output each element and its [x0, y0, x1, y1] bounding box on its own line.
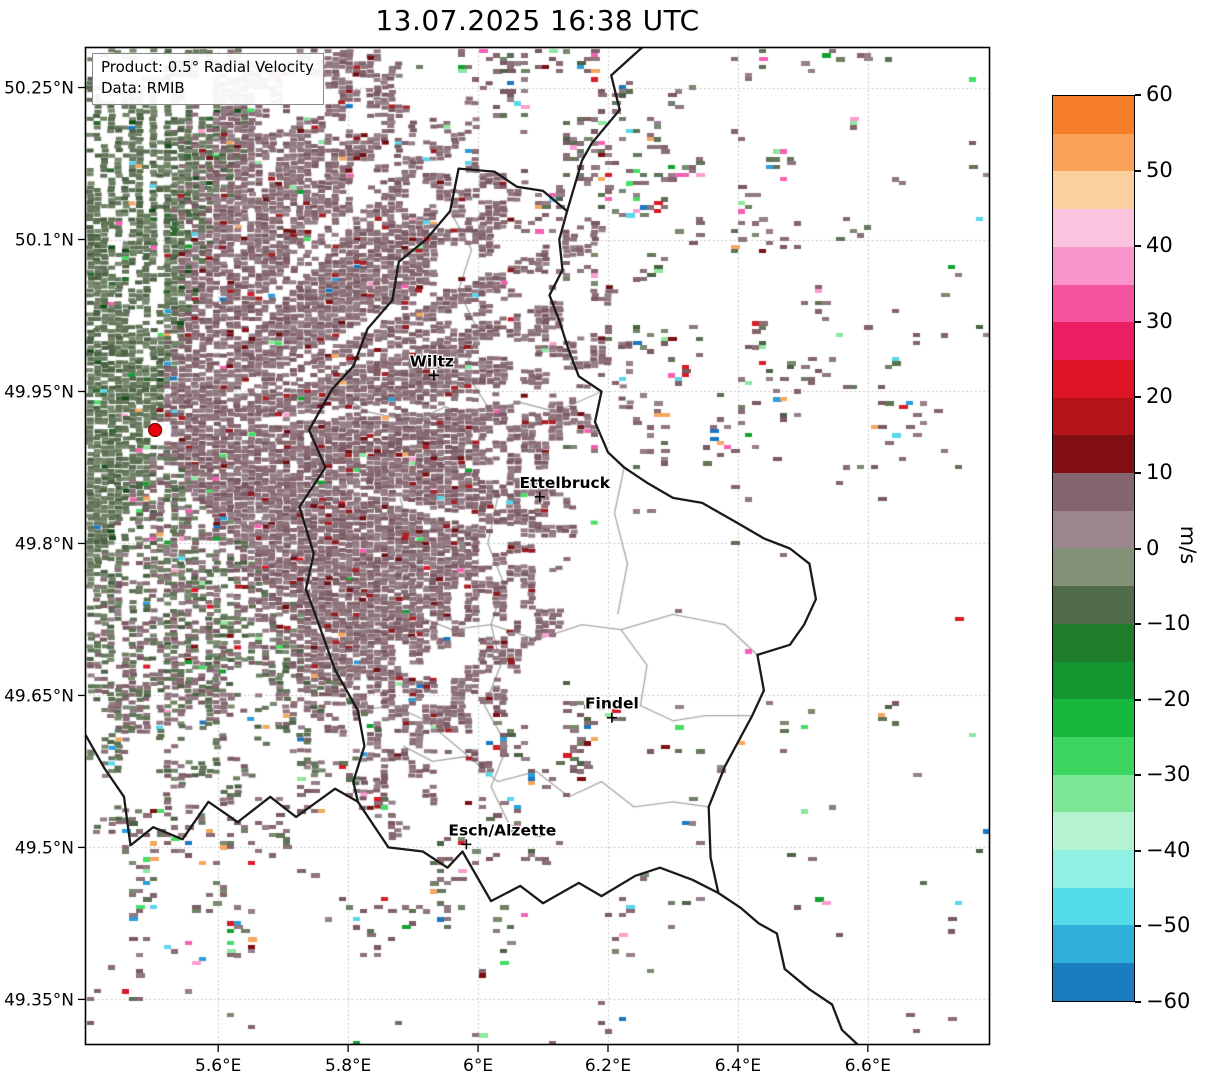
x-tick-label: 6.6°E: [845, 1056, 891, 1076]
y-tick-label: 49.5°N: [15, 838, 74, 858]
y-tick-label: 49.65°N: [4, 686, 74, 706]
colorbar: [1052, 95, 1135, 1002]
colorbar-band: [1053, 359, 1134, 398]
figure-title: 13.07.2025 16:38 UTC: [375, 4, 700, 37]
colorbar-band: [1053, 473, 1134, 511]
x-tick-label: 6.4°E: [715, 1056, 761, 1076]
colorbar-tick-label: 0: [1146, 535, 1160, 560]
colorbar-tick-label: 20: [1146, 384, 1173, 409]
colorbar-tick-label: −60: [1146, 989, 1191, 1013]
y-tick-label: 49.35°N: [4, 990, 74, 1010]
colorbar-band: [1053, 586, 1134, 624]
data-source-label: Data: RMIB: [101, 79, 185, 97]
colorbar-tick-mark: [1135, 774, 1141, 777]
colorbar-band: [1053, 171, 1134, 210]
colorbar-band: [1053, 623, 1134, 662]
radar-field-canvas: [85, 47, 990, 1045]
colorbar-band: [1053, 661, 1134, 700]
colorbar-band: [1053, 887, 1134, 926]
colorbar-tick-mark: [1135, 1001, 1141, 1003]
colorbar-tick-mark: [1135, 925, 1141, 928]
colorbar-tick-label: −20: [1146, 686, 1191, 711]
x-tick-label: 5.8°E: [325, 1056, 371, 1076]
colorbar-tick-label: −50: [1146, 913, 1191, 938]
colorbar-band: [1053, 96, 1134, 134]
colorbar-unit-label: m/s: [1176, 525, 1200, 565]
colorbar-band: [1053, 246, 1134, 285]
colorbar-tick-mark: [1135, 623, 1141, 626]
colorbar-band: [1053, 812, 1134, 851]
colorbar-band: [1053, 699, 1134, 737]
colorbar-band: [1053, 548, 1134, 587]
x-tick-label: 5.6°E: [195, 1056, 241, 1076]
colorbar-band: [1053, 774, 1134, 813]
colorbar-tick-label: 40: [1146, 233, 1173, 258]
colorbar-tick-mark: [1135, 245, 1141, 248]
colorbar-tick-label: −10: [1146, 611, 1191, 636]
colorbar-tick-mark: [1135, 320, 1141, 323]
colorbar-band: [1053, 850, 1134, 888]
colorbar-tick-mark: [1135, 169, 1141, 172]
colorbar-tick-mark: [1135, 698, 1141, 701]
colorbar-tick-mark: [1135, 849, 1141, 852]
colorbar-tick-label: −40: [1146, 837, 1191, 862]
product-info-box: Product: 0.5° Radial Velocity Data: RMIB: [92, 53, 324, 105]
colorbar-tick-mark: [1135, 547, 1141, 550]
y-tick-label: 50.25°N: [4, 79, 74, 99]
colorbar-band: [1053, 925, 1134, 964]
colorbar-band: [1053, 284, 1134, 323]
colorbar-tick-mark: [1135, 396, 1141, 399]
x-tick-label: 6.2°E: [585, 1056, 631, 1076]
colorbar-tick-mark: [1135, 471, 1141, 474]
colorbar-band: [1053, 322, 1134, 360]
product-label: Product: 0.5° Radial Velocity: [101, 58, 314, 76]
colorbar-tick-mark: [1135, 94, 1141, 96]
colorbar-tick-label: 10: [1146, 459, 1173, 484]
colorbar-band: [1053, 736, 1134, 775]
colorbar-tick-label: 60: [1146, 82, 1173, 106]
y-tick-label: 49.95°N: [4, 382, 74, 402]
colorbar-band: [1053, 510, 1134, 549]
colorbar-tick-label: 50: [1146, 157, 1173, 182]
x-tick-label: 6°E: [463, 1056, 493, 1076]
colorbar-band: [1053, 209, 1134, 247]
y-tick-label: 49.8°N: [15, 534, 74, 554]
colorbar-band: [1053, 133, 1134, 172]
colorbar-band: [1053, 397, 1134, 436]
colorbar-tick-label: −30: [1146, 762, 1191, 787]
colorbar-tick-label: 30: [1146, 308, 1173, 333]
colorbar-band: [1053, 435, 1134, 474]
y-tick-label: 50.1°N: [15, 231, 74, 251]
colorbar-band: [1053, 963, 1134, 1001]
